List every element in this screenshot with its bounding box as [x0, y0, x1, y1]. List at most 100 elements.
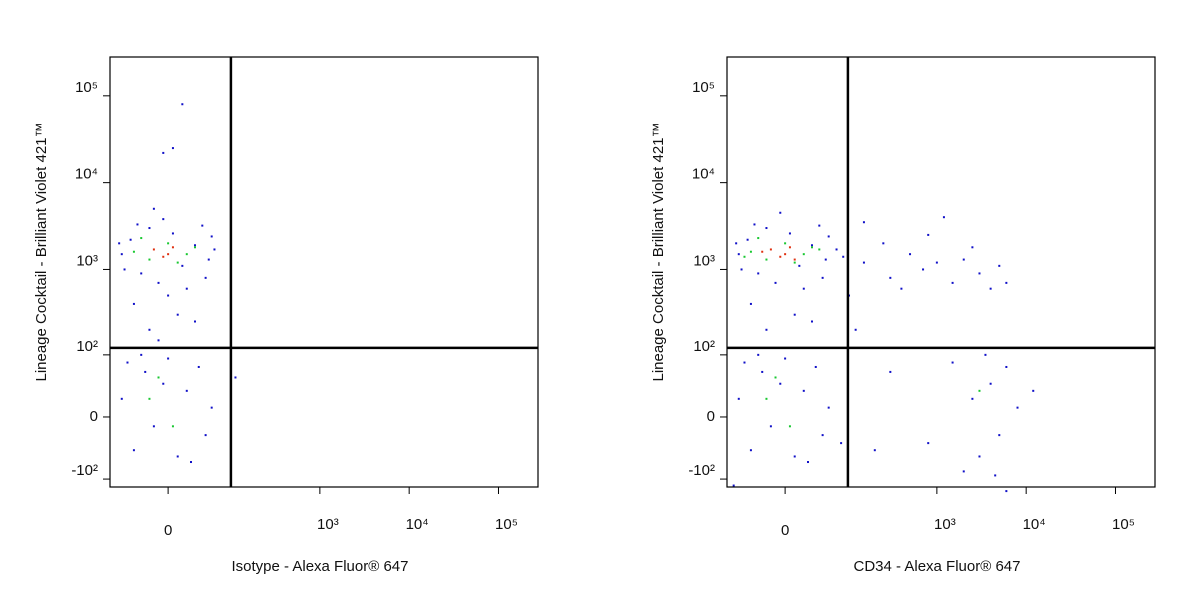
point	[998, 434, 1001, 437]
point	[784, 242, 787, 245]
point	[204, 434, 207, 437]
y-tick-label: 10⁴	[75, 166, 98, 183]
point	[148, 397, 151, 400]
point	[810, 246, 813, 249]
point	[162, 151, 165, 154]
point	[1005, 281, 1008, 284]
point	[1032, 389, 1035, 392]
point	[162, 255, 165, 258]
x-tick-label: 0	[781, 522, 789, 539]
point	[201, 224, 204, 227]
y-tick-label: 10²	[76, 338, 98, 355]
point	[909, 253, 912, 256]
x-axis-label: CD34 - Alexa Fluor® 647	[854, 558, 1021, 575]
x-axis-label: Isotype - Alexa Fluor® 647	[232, 558, 409, 575]
point	[951, 281, 954, 284]
point	[746, 238, 749, 241]
point	[176, 261, 179, 264]
point	[152, 207, 155, 210]
point	[193, 246, 196, 249]
point	[148, 258, 151, 261]
y-tick-label: 10⁵	[692, 79, 715, 96]
point	[854, 328, 857, 331]
point	[171, 246, 174, 249]
point	[185, 287, 188, 290]
y-tick-label: 10³	[693, 252, 715, 269]
point	[998, 264, 1001, 267]
point	[810, 320, 813, 323]
y-tick-label: 10⁵	[75, 79, 98, 96]
point	[234, 376, 237, 379]
point	[994, 474, 997, 477]
point	[190, 461, 193, 464]
point	[793, 258, 796, 261]
point	[1005, 365, 1008, 368]
point	[132, 250, 135, 253]
point	[821, 276, 824, 279]
point	[769, 425, 772, 428]
point	[743, 361, 746, 364]
point	[971, 246, 974, 249]
point	[126, 361, 129, 364]
y-tick-label: -10²	[688, 462, 715, 479]
point	[185, 253, 188, 256]
point	[765, 397, 768, 400]
point	[962, 470, 965, 473]
y-axis-label: Lineage Cocktail - Brilliant Violet 421™	[33, 122, 50, 381]
point	[1016, 406, 1019, 409]
point	[821, 434, 824, 437]
x-tick-label: 10³	[934, 516, 956, 533]
point	[774, 376, 777, 379]
point	[157, 376, 160, 379]
point	[136, 223, 139, 226]
point	[162, 218, 165, 221]
point	[900, 287, 903, 290]
point	[140, 353, 143, 356]
point	[814, 365, 817, 368]
point	[197, 365, 200, 368]
point	[167, 242, 170, 245]
point	[765, 258, 768, 261]
point	[735, 242, 738, 245]
point	[152, 248, 155, 251]
point	[171, 232, 174, 235]
point	[779, 382, 782, 385]
point	[889, 276, 892, 279]
x-tick-label: 10⁴	[1023, 516, 1046, 533]
y-tick-label: 10²	[693, 338, 715, 355]
point	[749, 250, 752, 253]
point	[978, 389, 981, 392]
point	[989, 382, 992, 385]
point	[757, 272, 760, 275]
y-axis-label: Lineage Cocktail - Brilliant Violet 421™	[650, 122, 667, 381]
point	[802, 253, 805, 256]
point	[162, 382, 165, 385]
x-tick-label: 0	[164, 522, 172, 539]
point	[978, 455, 981, 458]
point	[148, 227, 151, 230]
point	[802, 389, 805, 392]
point	[757, 237, 760, 240]
point	[788, 246, 791, 249]
point	[193, 244, 196, 247]
point	[793, 261, 796, 264]
point	[761, 250, 764, 253]
plot-frame	[109, 56, 539, 488]
point	[181, 264, 184, 267]
point	[732, 484, 735, 487]
point	[818, 224, 821, 227]
point	[984, 353, 987, 356]
point	[927, 233, 930, 236]
point	[737, 253, 740, 256]
point	[157, 281, 160, 284]
point	[802, 287, 805, 290]
point	[118, 242, 121, 245]
point	[132, 449, 135, 452]
point	[181, 103, 184, 106]
point	[835, 248, 838, 251]
x-tick-label: 10³	[317, 516, 339, 533]
point	[193, 320, 196, 323]
point	[862, 261, 865, 264]
point	[942, 216, 945, 219]
